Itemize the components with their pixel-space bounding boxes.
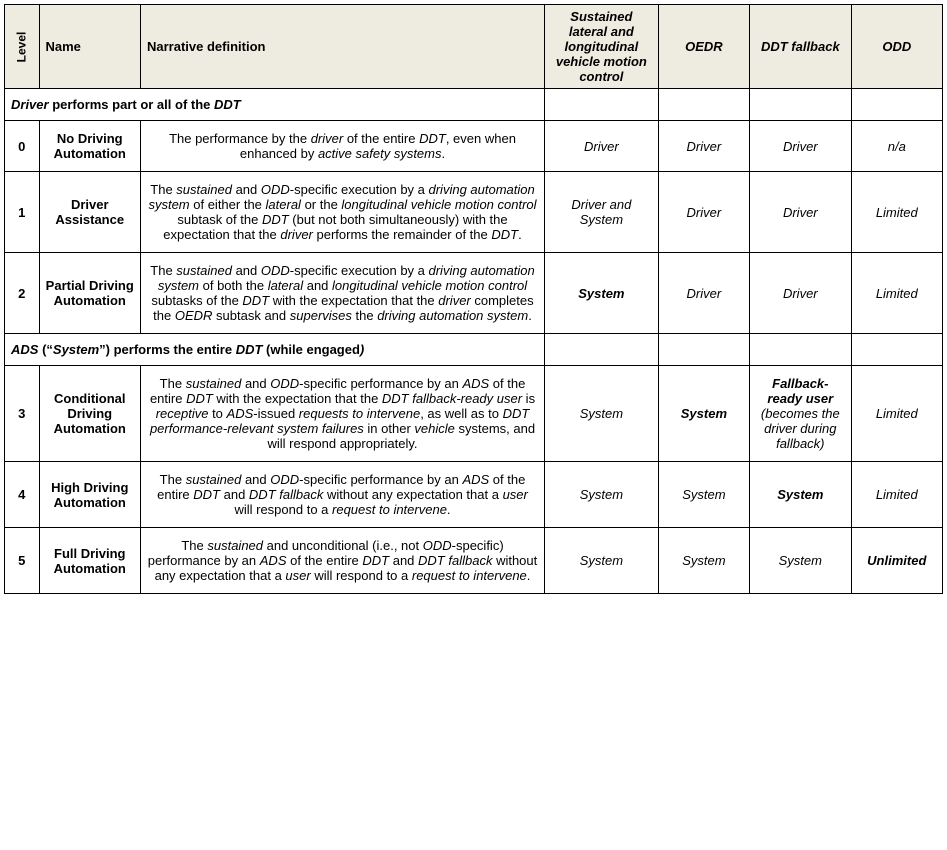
- fallback-cell: System: [750, 528, 852, 594]
- section-label: Driver performs part or all of the DDT: [5, 89, 545, 121]
- table-row: 0No Driving AutomationThe performance by…: [5, 121, 943, 172]
- header-name: Name: [39, 5, 141, 89]
- section-empty: [545, 334, 659, 366]
- header-oedr: OEDR: [658, 5, 749, 89]
- odd-cell: Limited: [851, 462, 942, 528]
- automation-levels-table: Level Name Narrative definition Sustaine…: [4, 4, 943, 594]
- table-row: 3Conditional Driving AutomationThe susta…: [5, 366, 943, 462]
- name-cell: Full Driving Automation: [39, 528, 141, 594]
- definition-cell: The sustained and unconditional (i.e., n…: [141, 528, 545, 594]
- section-empty: [545, 89, 659, 121]
- odd-cell: Unlimited: [851, 528, 942, 594]
- level-cell: 3: [5, 366, 40, 462]
- name-cell: Partial Driving Automation: [39, 253, 141, 334]
- oedr-cell: System: [658, 366, 749, 462]
- definition-cell: The performance by the driver of the ent…: [141, 121, 545, 172]
- section-empty: [851, 89, 942, 121]
- fallback-cell: Fallback-ready user (becomes the driver …: [750, 366, 852, 462]
- odd-cell: Limited: [851, 253, 942, 334]
- table-row: 1Driver AssistanceThe sustained and ODD-…: [5, 172, 943, 253]
- ddt-cell: Driver and System: [545, 172, 659, 253]
- definition-cell: The sustained and ODD-specific execution…: [141, 253, 545, 334]
- header-ddt: Sustained lateral and longitudinal vehic…: [545, 5, 659, 89]
- name-cell: Driver Assistance: [39, 172, 141, 253]
- fallback-cell: Driver: [750, 172, 852, 253]
- oedr-cell: Driver: [658, 172, 749, 253]
- fallback-cell: Driver: [750, 121, 852, 172]
- definition-cell: The sustained and ODD-specific execution…: [141, 172, 545, 253]
- ddt-cell: System: [545, 528, 659, 594]
- header-def: Narrative definition: [141, 5, 545, 89]
- table-row: 4High Driving AutomationThe sustained an…: [5, 462, 943, 528]
- fallback-cell: Driver: [750, 253, 852, 334]
- level-cell: 0: [5, 121, 40, 172]
- oedr-cell: Driver: [658, 253, 749, 334]
- header-odd: ODD: [851, 5, 942, 89]
- table-header: Level Name Narrative definition Sustaine…: [5, 5, 943, 89]
- section-empty: [658, 89, 749, 121]
- header-level: Level: [5, 5, 40, 89]
- section-empty: [750, 89, 852, 121]
- section-empty: [750, 334, 852, 366]
- section-empty: [658, 334, 749, 366]
- section-empty: [851, 334, 942, 366]
- odd-cell: Limited: [851, 366, 942, 462]
- oedr-cell: System: [658, 462, 749, 528]
- section-label: ADS (“System”) performs the entire DDT (…: [5, 334, 545, 366]
- section-row: ADS (“System”) performs the entire DDT (…: [5, 334, 943, 366]
- odd-cell: Limited: [851, 172, 942, 253]
- oedr-cell: System: [658, 528, 749, 594]
- name-cell: Conditional Driving Automation: [39, 366, 141, 462]
- ddt-cell: System: [545, 462, 659, 528]
- level-cell: 1: [5, 172, 40, 253]
- table-body: Driver performs part or all of the DDT0N…: [5, 89, 943, 594]
- ddt-cell: Driver: [545, 121, 659, 172]
- level-cell: 2: [5, 253, 40, 334]
- table-row: 2Partial Driving AutomationThe sustained…: [5, 253, 943, 334]
- ddt-cell: System: [545, 366, 659, 462]
- odd-cell: n/a: [851, 121, 942, 172]
- oedr-cell: Driver: [658, 121, 749, 172]
- table-row: 5Full Driving AutomationThe sustained an…: [5, 528, 943, 594]
- definition-cell: The sustained and ODD-specific performan…: [141, 366, 545, 462]
- name-cell: High Driving Automation: [39, 462, 141, 528]
- level-cell: 5: [5, 528, 40, 594]
- level-cell: 4: [5, 462, 40, 528]
- name-cell: No Driving Automation: [39, 121, 141, 172]
- ddt-cell: System: [545, 253, 659, 334]
- fallback-cell: System: [750, 462, 852, 528]
- section-row: Driver performs part or all of the DDT: [5, 89, 943, 121]
- header-fallback: DDT fallback: [750, 5, 852, 89]
- definition-cell: The sustained and ODD-specific performan…: [141, 462, 545, 528]
